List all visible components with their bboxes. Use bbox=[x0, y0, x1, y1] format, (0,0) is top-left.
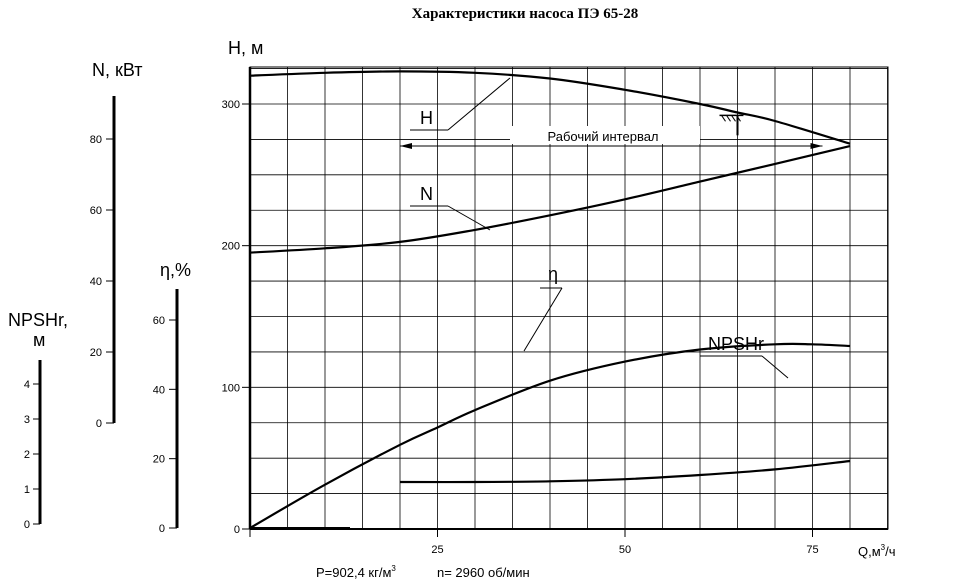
marker-hatch bbox=[731, 115, 736, 122]
q-axis-label: Q,м3/ч bbox=[858, 543, 896, 559]
npsh-label: NPSHr bbox=[708, 334, 764, 354]
npsh-axis-tick-label: 4 bbox=[24, 379, 30, 391]
npsh-label-group: NPSHr bbox=[700, 334, 789, 379]
marker-hatch bbox=[736, 115, 741, 122]
working-interval-label-bg bbox=[510, 126, 700, 144]
h-axis-tick-label: 200 bbox=[222, 241, 240, 253]
working-limit-marker bbox=[719, 114, 744, 136]
npsh-axis-tick-label: 3 bbox=[24, 414, 30, 426]
n-axis-tick-label: 40 bbox=[90, 276, 102, 288]
head-leader bbox=[447, 77, 511, 131]
curves bbox=[249, 70, 851, 529]
h-axis-tick-label: 0 bbox=[234, 524, 240, 536]
n-axis-tick-label: 60 bbox=[90, 205, 102, 217]
speed-label: n= 2960 об/мин bbox=[437, 565, 530, 580]
eta-axis-tick-label: 40 bbox=[153, 384, 165, 396]
head-label-group: Н bbox=[410, 77, 511, 131]
working-interval-arrow-right bbox=[810, 143, 823, 149]
efficiency-label-group: η bbox=[523, 264, 563, 352]
head-label: Н bbox=[420, 108, 433, 128]
head-curve bbox=[249, 70, 851, 145]
n-axis-tick-label: 80 bbox=[90, 134, 102, 146]
h-axis-tick-label: 100 bbox=[222, 382, 240, 394]
npsh-axis-tick-label: 2 bbox=[24, 449, 30, 461]
npsh-leader bbox=[761, 355, 789, 379]
npsh-axis-label: NPSHr, bbox=[8, 310, 68, 330]
labels: Н Nη NPSHr Рабочий интервал bbox=[400, 77, 823, 379]
eta-axis-tick-label: 0 bbox=[159, 523, 165, 535]
marker-hatch bbox=[726, 115, 731, 122]
n-axis-label: N, кВт bbox=[92, 60, 143, 80]
working-interval-label: Рабочий интервал bbox=[547, 129, 658, 144]
q-axis-tick-label: 50 bbox=[619, 544, 631, 556]
q-axis-tick-label: 25 bbox=[431, 544, 443, 556]
chart-title: Характеристики насоса ПЭ 65-28 bbox=[412, 6, 639, 22]
npsh-axis-tick-label: 0 bbox=[24, 519, 30, 531]
eta-axis-tick-label: 20 bbox=[153, 454, 165, 466]
density-label: P=902,4 кг/м3 bbox=[316, 564, 396, 580]
eta-axis-tick-label: 60 bbox=[153, 315, 165, 327]
power-label: N bbox=[420, 184, 433, 204]
npsh-axis-unit: м bbox=[33, 330, 45, 350]
marker-hatch bbox=[721, 115, 726, 122]
h-axis-tick-label: 300 bbox=[222, 99, 240, 111]
npsh-curve bbox=[399, 459, 851, 484]
working-interval-arrow-left bbox=[400, 143, 412, 149]
npsh-axis-tick-label: 1 bbox=[24, 484, 30, 496]
h-axis-label: Н, м bbox=[228, 38, 263, 58]
efficiency-leader bbox=[523, 287, 563, 352]
power-label-group: N bbox=[410, 184, 491, 231]
n-axis-tick-label: 20 bbox=[90, 347, 102, 359]
q-axis-tick-label: 75 bbox=[806, 544, 818, 556]
power-curve bbox=[249, 145, 851, 254]
eta-axis-label: η,% bbox=[160, 260, 191, 280]
efficiency-label: η bbox=[548, 264, 558, 284]
efficiency-curve bbox=[249, 342, 851, 529]
power-leader bbox=[447, 205, 491, 231]
n-axis-tick-label: 0 bbox=[96, 418, 102, 430]
